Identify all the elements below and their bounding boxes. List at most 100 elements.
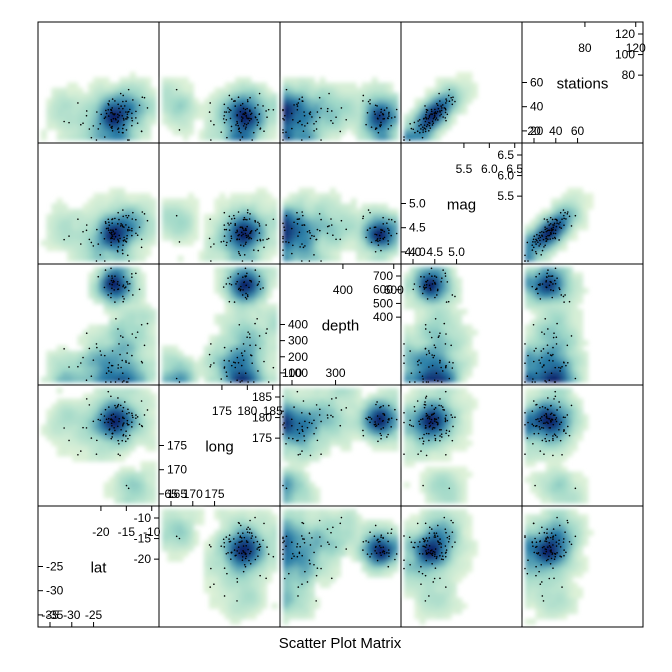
data-point — [129, 229, 131, 231]
density-cell — [235, 219, 242, 226]
density-cell — [387, 92, 394, 99]
density-cell — [119, 229, 126, 236]
density-cell — [414, 277, 421, 284]
density-cell — [392, 445, 399, 452]
density-cell — [283, 103, 289, 110]
density-cell — [456, 98, 463, 105]
density-cell — [108, 419, 115, 426]
density-cell — [135, 376, 141, 383]
data-point — [141, 96, 144, 98]
density-cell — [361, 124, 368, 131]
density-cell — [162, 371, 168, 378]
density-cell — [256, 129, 262, 136]
data-point — [320, 420, 322, 423]
density-cell — [140, 388, 147, 394]
density-cell — [77, 229, 84, 236]
density-cell — [392, 250, 399, 257]
density-cell — [345, 445, 352, 452]
data-point — [382, 223, 385, 225]
density-cell — [271, 314, 278, 320]
density-cell — [98, 414, 105, 420]
density-cell — [330, 82, 336, 89]
data-point — [540, 254, 543, 256]
density-cell — [382, 403, 389, 410]
density-layer — [162, 77, 278, 141]
data-point — [125, 100, 127, 103]
density-cell — [456, 361, 463, 367]
density-cell — [214, 108, 221, 115]
density-cell — [145, 398, 152, 405]
density-cell — [219, 314, 226, 320]
density-cell — [540, 324, 547, 331]
density-cell — [409, 350, 416, 357]
density-cell — [371, 435, 378, 441]
density-cell — [582, 224, 589, 231]
density-cell — [61, 87, 68, 94]
density-cell — [145, 366, 152, 373]
density-cell — [419, 345, 426, 352]
data-point — [121, 249, 124, 251]
density-cell — [566, 282, 573, 289]
density-cell — [167, 229, 174, 236]
data-point — [301, 425, 303, 428]
data-point — [245, 298, 248, 300]
density-cell — [271, 366, 278, 373]
density-cell — [577, 208, 584, 215]
density-cell — [409, 371, 416, 378]
density-cell — [288, 414, 295, 420]
density-cell — [108, 245, 115, 252]
density-cell — [298, 435, 305, 441]
density-cell — [414, 267, 421, 273]
density-cell — [240, 82, 247, 89]
density-cell — [245, 250, 252, 257]
data-point — [554, 237, 557, 240]
data-point — [111, 424, 113, 427]
data-point — [254, 269, 257, 271]
density-cell — [440, 314, 447, 320]
data-point — [452, 362, 454, 364]
density-cell — [67, 419, 73, 426]
density-cell — [456, 334, 463, 341]
density-cell — [392, 393, 399, 400]
density-cell — [235, 282, 242, 289]
data-point — [103, 136, 106, 138]
density-cell — [392, 429, 399, 436]
density-cell — [129, 303, 136, 310]
density-cell — [119, 77, 126, 84]
density-cell — [350, 129, 357, 136]
data-point — [223, 359, 226, 362]
density-cell — [119, 388, 126, 394]
density-cell — [577, 293, 584, 299]
density-cell — [530, 340, 537, 347]
density-cell — [88, 440, 94, 447]
density-cell — [229, 361, 236, 367]
density-cell — [108, 398, 115, 405]
density-cell — [235, 119, 242, 125]
density-cell — [235, 134, 242, 141]
data-point — [409, 350, 411, 352]
density-cell — [387, 129, 394, 136]
data-point — [248, 237, 250, 240]
data-point — [175, 88, 178, 91]
density-cell — [188, 92, 194, 99]
data-point — [296, 390, 299, 393]
density-cell — [119, 350, 126, 357]
density-cell — [566, 277, 573, 284]
data-point — [434, 111, 437, 113]
data-point — [246, 100, 249, 103]
density-cell — [435, 129, 442, 136]
density-layer — [525, 267, 589, 383]
data-point — [223, 366, 226, 368]
panel-2-3 — [400, 263, 523, 386]
density-cell — [319, 250, 326, 257]
density-cell — [356, 113, 363, 120]
data-point — [556, 322, 558, 325]
density-cell — [240, 129, 247, 136]
density-cell — [129, 350, 136, 357]
density-cell — [451, 393, 457, 400]
density-cell — [335, 398, 342, 405]
data-point — [223, 121, 226, 124]
density-cell — [366, 245, 373, 252]
data-point — [240, 364, 243, 367]
density-cell — [409, 134, 416, 141]
